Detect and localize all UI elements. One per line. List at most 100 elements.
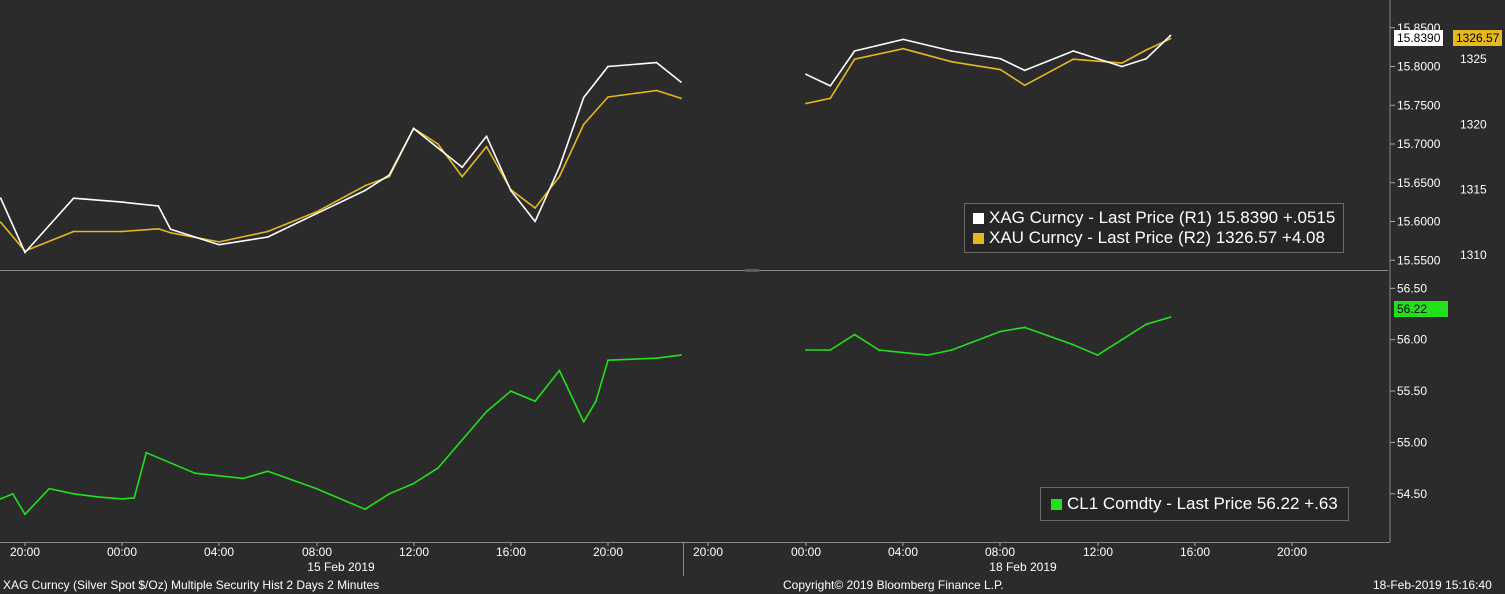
cl1-tick-label: 54.50 — [1397, 487, 1427, 501]
cl1-series-line-point — [655, 357, 658, 360]
cl1-series-line-point — [121, 498, 123, 500]
r2-tick-label: 1310 — [1460, 248, 1487, 262]
cl1-tick-label: 56.00 — [1397, 333, 1427, 347]
xau-swatch — [973, 232, 984, 244]
xag-series-line — [805, 34, 1172, 87]
cl1-series-line-point — [805, 349, 807, 351]
x-tick-label: 04:00 — [888, 545, 918, 559]
xau-series-line-point — [72, 230, 75, 233]
cl1-series-line-point — [534, 400, 536, 403]
x-date-label: 15 Feb 2019 — [307, 560, 375, 574]
xag-series-line-point — [72, 197, 75, 200]
cl1-series-line-point — [97, 495, 99, 498]
cl1-series-line-point — [950, 349, 953, 351]
xau-series-line-point — [364, 184, 366, 187]
cl1-last-price-tag: 56.22 — [1394, 301, 1448, 317]
x-tick-label: 12:00 — [1083, 545, 1113, 559]
xag-series-line-point — [121, 201, 123, 204]
time-axis: 20:00 00:00 04:00 08:00 12:00 16:00 20:00 20:00… — [10, 542, 1307, 574]
cl1-series-line-point — [680, 354, 682, 356]
xag-legend-text: XAG Curncy - Last Price (R1) 15.8390 +.0… — [989, 208, 1336, 227]
xau-series-line-point — [829, 97, 832, 100]
xau-series-line-point — [437, 143, 439, 145]
footer-copyright: Copyright© 2019 Bloomberg Finance L.P. — [783, 578, 1004, 592]
cl1-series-line-point — [878, 349, 880, 351]
xau-legend-text: XAU Curncy - Last Price (R2) 1326.57 +4.… — [989, 228, 1325, 247]
legend-entry-cl1: CL1 Comdty - Last Price 56.22 +.63 — [1051, 494, 1338, 514]
xau-series-line — [0, 89, 682, 252]
r2-tick-label: 1320 — [1460, 117, 1487, 131]
cl1-series-line-point — [829, 349, 832, 351]
xag-series-line-point — [157, 205, 160, 207]
xag-series-line-point — [582, 96, 585, 99]
cl1-series-line-point — [594, 400, 597, 403]
cl1-series-line-point — [412, 482, 415, 485]
xag-series-line-point — [218, 243, 221, 246]
cl1-series-line-point — [999, 330, 1002, 333]
xau-series-line-point — [607, 96, 609, 98]
xau-series-line-point — [805, 102, 807, 105]
cl1-series-line-point — [24, 513, 26, 516]
r1-tick-label: 15.7500 — [1397, 98, 1441, 112]
cl1-series-line — [0, 354, 682, 516]
cl1-series-line-point — [926, 354, 929, 356]
xau-series-line-point — [461, 175, 464, 178]
xau-series-line-point — [1169, 37, 1172, 40]
xau-series-line-point — [218, 240, 221, 243]
xau-series-line-point — [582, 123, 585, 126]
xag-series-line-point — [315, 212, 318, 215]
cl1-series-line-point — [607, 359, 609, 362]
xag-series-line-point — [364, 189, 366, 192]
xag-series-line-point — [1023, 69, 1026, 72]
xag-series-line-point — [655, 61, 658, 64]
x-tick-label: 20:00 — [1277, 545, 1307, 559]
xau-series-line-point — [902, 47, 905, 50]
xau-series-line — [805, 37, 1171, 105]
footer-security-info: XAG Curncy (Silver Spot $/Oz) Multiple S… — [3, 578, 380, 592]
xag-series-line-point — [1072, 50, 1075, 52]
xag-series-line-point — [1121, 65, 1123, 68]
cl1-series-line-point — [509, 390, 512, 392]
xag-series-line-point — [853, 50, 856, 52]
xag-series-line-point — [169, 228, 172, 231]
cl1-series-line-point — [315, 487, 318, 490]
cl1-series-line-point — [133, 496, 136, 499]
xau-series-line-point — [1145, 49, 1148, 51]
cl1-series-line-point — [388, 492, 391, 495]
cl1-series-line-point — [582, 420, 585, 423]
cl1-series-line-point — [364, 508, 366, 511]
xag-series-line-point — [412, 127, 415, 130]
xag-series-line-point — [829, 84, 832, 87]
cl1-series-line-point — [0, 498, 2, 500]
xag-series-line-point — [680, 81, 682, 83]
r1-tick-label: 15.7000 — [1397, 137, 1441, 151]
cl1-tick-label: 56.50 — [1397, 281, 1427, 295]
cl1-series-line-point — [48, 487, 51, 490]
x-tick-label: 20:00 — [10, 545, 40, 559]
xau-series-line-point — [999, 68, 1002, 71]
cl1-series-line-point — [853, 333, 856, 336]
panel-resize-handle[interactable] — [745, 269, 759, 272]
xag-series-line-point — [607, 65, 609, 68]
x-tick-label: 12:00 — [399, 545, 429, 559]
cl1-series-line-point — [1072, 343, 1075, 346]
r1-tick-label: 15.6000 — [1397, 215, 1441, 229]
xag-series-line-point — [805, 73, 807, 76]
x-tick-label: 00:00 — [107, 545, 137, 559]
cl1-swatch — [1051, 498, 1062, 510]
cl1-series-line-point — [1023, 326, 1026, 329]
xag-series-line-point — [509, 189, 512, 192]
lower-right-axis: 56.50 56.00 55.50 55.00 54.50 — [1390, 281, 1427, 501]
cl1-series-line-point — [145, 451, 148, 454]
cl1-series-line-point — [437, 467, 439, 469]
chart-frame — [0, 0, 1391, 576]
x-date-label: 18 Feb 2019 — [989, 560, 1057, 574]
cl1-series-line-point — [558, 369, 561, 372]
cl1-series-line-point — [1169, 316, 1172, 318]
xag-series-line-point — [437, 146, 439, 149]
xau-series-line-point — [655, 89, 658, 92]
xag-series-line-point — [558, 166, 561, 169]
xag-series-line-point — [485, 135, 488, 138]
series-layer — [0, 34, 1172, 516]
upper-legend: XAG Curncy - Last Price (R1) 15.8390 +.0… — [964, 203, 1345, 253]
